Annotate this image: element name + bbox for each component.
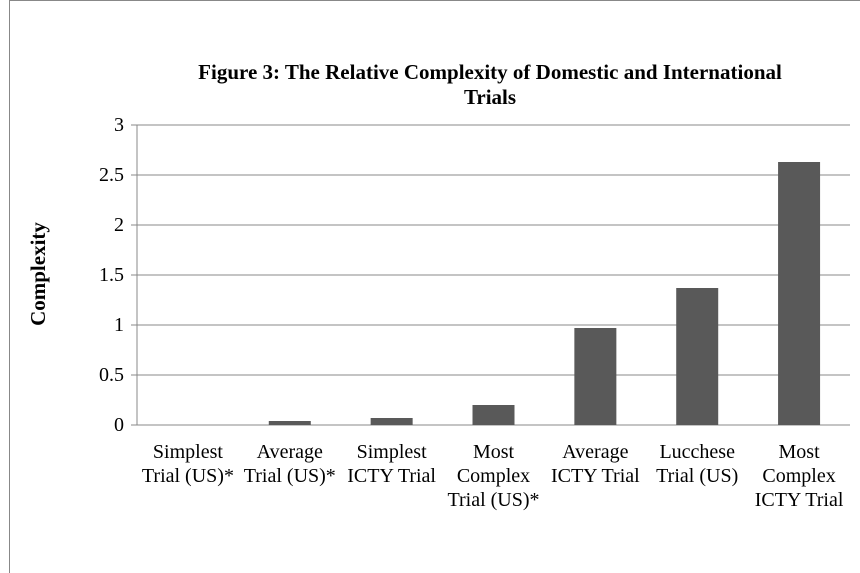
chart-border <box>9 0 860 573</box>
bar <box>370 418 413 425</box>
y-tick-label: 0.5 <box>99 364 124 386</box>
bar <box>472 405 515 425</box>
x-tick-label: Average Trial (US)* <box>243 441 336 487</box>
x-tick-label: Most Complex ICTY Trial <box>754 441 844 511</box>
x-tick-label: Average ICTY Trial <box>550 441 640 487</box>
x-tick-label: Lucchese Trial (US) <box>656 441 739 487</box>
y-tick-label: 0 <box>114 414 124 436</box>
y-tick-label: 2 <box>114 214 124 236</box>
bar <box>778 162 821 425</box>
chart-title: Figure 3: The Relative Complexity of Dom… <box>198 60 782 109</box>
x-tick-label: Most Complex Trial (US)* <box>447 441 540 511</box>
x-tick-label: Simplest Trial (US)* <box>141 441 234 487</box>
y-tick-label: 1 <box>114 314 124 336</box>
bar <box>268 421 311 425</box>
y-tick-label: 1.5 <box>99 264 124 286</box>
bar <box>574 328 617 425</box>
y-axis-label: Complexity <box>26 222 50 326</box>
y-tick-label: 2.5 <box>99 164 124 186</box>
bar <box>676 288 719 425</box>
x-tick-label: Simplest ICTY Trial <box>347 441 436 487</box>
y-tick-label: 3 <box>114 114 124 136</box>
